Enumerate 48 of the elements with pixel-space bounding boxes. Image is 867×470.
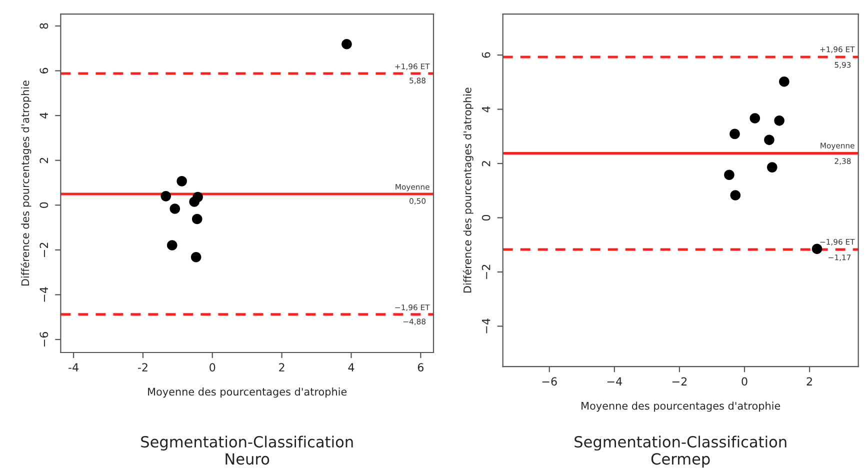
x-axis-title: Moyenne des pourcentages d'atrophie bbox=[582, 402, 780, 412]
point bbox=[764, 134, 774, 146]
point bbox=[160, 191, 172, 202]
y-tick-label: 6 bbox=[482, 52, 490, 58]
x-tick-label: −2 bbox=[672, 377, 687, 386]
point bbox=[730, 190, 741, 200]
point bbox=[342, 38, 352, 50]
point bbox=[774, 116, 784, 126]
point bbox=[730, 128, 740, 140]
y-tick-label: 2 bbox=[40, 158, 48, 164]
point bbox=[176, 176, 187, 186]
x-tick-label: 2 bbox=[279, 363, 284, 372]
x-tick-label: 0 bbox=[210, 363, 216, 372]
y-tick-label: 4 bbox=[40, 112, 48, 119]
y-tick-label: 8 bbox=[40, 23, 48, 29]
y-tick-label: 4 bbox=[482, 106, 490, 112]
x-tick-label: −4 bbox=[607, 377, 622, 386]
y-axis-title: Différence des pourcentages d'atrophie bbox=[462, 88, 474, 293]
x-tick-label: -2 bbox=[138, 363, 148, 372]
x-axis-title: Moyenne des pourcentages d'atrophie bbox=[148, 388, 347, 398]
y-tick-label: −4 bbox=[40, 287, 48, 302]
point bbox=[812, 244, 822, 254]
point bbox=[750, 113, 760, 124]
y-tick-label: 0 bbox=[40, 202, 48, 208]
y-tick-label: −4 bbox=[482, 318, 490, 334]
y-tick-label: 2 bbox=[482, 161, 490, 166]
x-tick-label: 0 bbox=[742, 377, 748, 386]
point bbox=[724, 170, 734, 180]
point bbox=[190, 252, 202, 262]
point bbox=[779, 76, 790, 87]
x-tick-label: −6 bbox=[542, 377, 557, 386]
point bbox=[166, 240, 178, 250]
y-tick-label: −2 bbox=[482, 264, 490, 279]
y-axis-title: Différence des pourcentages d'atrophie bbox=[20, 80, 32, 286]
x-tick-label: -4 bbox=[68, 363, 78, 372]
y-tick-label: −6 bbox=[40, 332, 48, 347]
point bbox=[766, 162, 778, 172]
x-tick-label: 4 bbox=[348, 363, 354, 372]
text: Segmentation-Classification Neuro bbox=[141, 436, 353, 465]
y-tick-label: 6 bbox=[40, 68, 48, 74]
point bbox=[170, 204, 180, 214]
text: Segmentation-Classification Cermep bbox=[574, 436, 786, 468]
point bbox=[192, 192, 203, 202]
y-tick-label: −2 bbox=[40, 242, 48, 257]
y-tick-label: 0 bbox=[482, 214, 490, 221]
x-tick-label: 6 bbox=[418, 363, 424, 372]
x-tick-label: 2 bbox=[806, 377, 812, 386]
point bbox=[192, 214, 202, 224]
